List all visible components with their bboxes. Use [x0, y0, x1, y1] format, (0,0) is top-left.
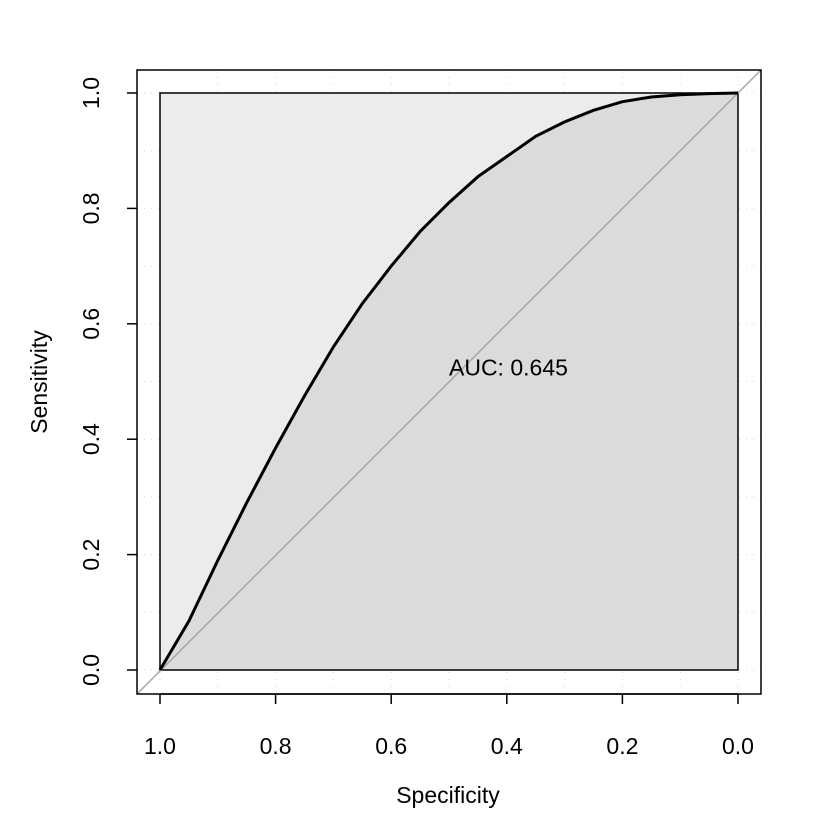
y-tick-label: 0.2 — [78, 539, 104, 571]
roc-square-outline — [159, 92, 739, 671]
x-axis-label: Specificity — [396, 782, 500, 808]
x-tick-label: 0.4 — [491, 733, 523, 759]
x-tick-label: 0.6 — [375, 733, 407, 759]
chance-diagonal — [136, 69, 762, 695]
y-axis: 0.0 0.2 0.4 0.6 0.8 1.0 — [78, 77, 137, 686]
y-tick-label: 0.0 — [78, 654, 104, 686]
x-tick-label: 0.0 — [722, 733, 754, 759]
x-tick-label: 1.0 — [144, 733, 176, 759]
y-tick-label: 0.8 — [78, 192, 104, 224]
roc-curve — [158, 91, 739, 671]
plot-area: AUC: 0.645 — [136, 69, 762, 695]
x-tick-label: 0.2 — [606, 733, 638, 759]
x-axis: 1.0 0.8 0.6 0.4 0.2 0.0 — [144, 693, 754, 759]
y-tick-label: 0.6 — [78, 308, 104, 340]
y-axis-label: Sensitivity — [26, 330, 52, 434]
x-tick-label: 0.8 — [260, 733, 292, 759]
auc-annotation: AUC: 0.645 — [449, 355, 568, 381]
y-tick-label: 0.4 — [78, 423, 104, 455]
y-tick-label: 1.0 — [78, 77, 104, 109]
